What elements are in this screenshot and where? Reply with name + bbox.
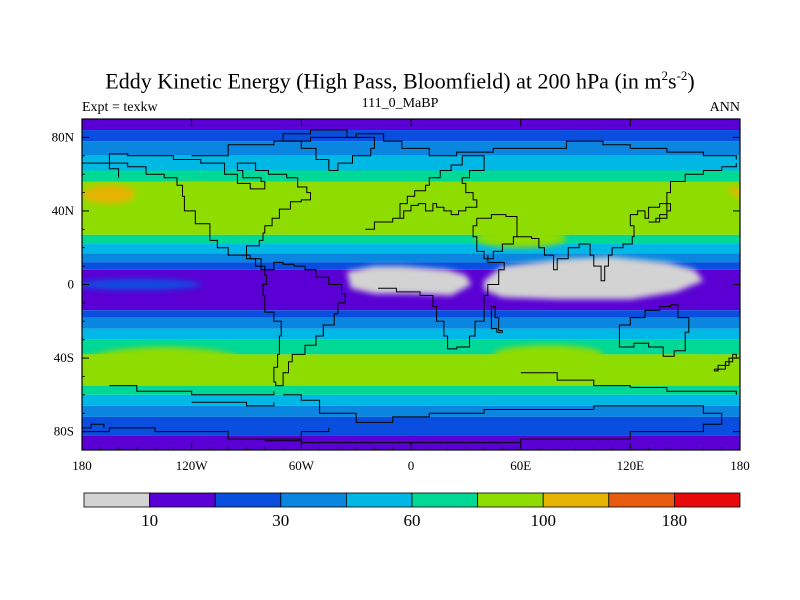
colorbar-box-1 bbox=[149, 492, 216, 508]
energy-band-11 bbox=[82, 310, 740, 318]
coastline-1 bbox=[82, 162, 266, 270]
coastline-19 bbox=[378, 255, 505, 350]
coastline-5 bbox=[472, 214, 518, 260]
experiment-label: Expt = texkw bbox=[82, 100, 158, 115]
x-tick-label-4: 60E bbox=[510, 458, 531, 473]
energy-band-19 bbox=[82, 416, 740, 436]
y-tick-label-3: 40S bbox=[54, 350, 74, 365]
coastline-0 bbox=[191, 133, 737, 160]
coastlines bbox=[82, 129, 737, 444]
coastline-7 bbox=[648, 203, 671, 223]
colorbar-label-4: 180 bbox=[662, 511, 688, 530]
y-tick-label-4: 80S bbox=[54, 424, 74, 439]
coastline-15 bbox=[264, 427, 330, 442]
energy-band-18 bbox=[82, 405, 740, 417]
x-tick-label-2: 60W bbox=[289, 458, 315, 473]
energy-anomaly-6 bbox=[493, 345, 603, 364]
energy-band-9 bbox=[82, 262, 740, 270]
missing-region-indo-pacific bbox=[484, 256, 704, 300]
coastline-12 bbox=[109, 385, 275, 396]
coastline-10 bbox=[82, 394, 723, 444]
title-m-exponent: 2 bbox=[661, 68, 669, 83]
missing-data-regions bbox=[347, 256, 704, 300]
x-tick-label-6: 180 bbox=[730, 458, 750, 473]
energy-band-16 bbox=[82, 385, 740, 395]
coastline-6 bbox=[517, 163, 737, 282]
coastline-16 bbox=[490, 306, 503, 333]
x-tick-label-0: 180 bbox=[72, 458, 92, 473]
title-text: Eddy Kinetic Energy (High Pass, Bloomfie… bbox=[105, 68, 662, 94]
season-label: ANN bbox=[709, 100, 740, 115]
colorbar-box-3 bbox=[280, 492, 347, 508]
colorbar-box-4 bbox=[345, 492, 413, 508]
colorbar-label-1: 30 bbox=[272, 511, 289, 530]
energy-anomaly-8 bbox=[474, 229, 567, 248]
coastline-18 bbox=[282, 129, 375, 171]
energy-anomaly-4 bbox=[666, 187, 740, 217]
y-tick-label-2: 0 bbox=[68, 277, 75, 292]
colorbar: 10 30 60 100 180 bbox=[83, 492, 741, 530]
coastline-14 bbox=[191, 401, 275, 407]
energy-band-12 bbox=[82, 317, 740, 329]
coastline-2 bbox=[262, 261, 346, 387]
energy-anomaly-7 bbox=[657, 356, 713, 375]
coastline-8 bbox=[618, 304, 690, 357]
coastline-4 bbox=[392, 155, 485, 219]
chart-title: Eddy Kinetic Energy (High Pass, Bloomfie… bbox=[0, 68, 800, 94]
x-tick-label-3: 0 bbox=[408, 458, 415, 473]
energy-band-8 bbox=[82, 253, 740, 263]
y-tick-label-0: 80N bbox=[52, 129, 75, 144]
energy-anomaly-5 bbox=[82, 347, 247, 381]
title-s: s bbox=[668, 68, 677, 94]
plot-area bbox=[82, 119, 740, 450]
energy-anomaly-3 bbox=[131, 183, 260, 213]
energy-band-3 bbox=[82, 155, 740, 171]
energy-anomalies bbox=[82, 183, 740, 381]
x-axis: 180 120W 60W 0 60E 120E 180 bbox=[72, 119, 750, 473]
y-tick-label-1: 40N bbox=[52, 203, 75, 218]
colorbar-box-7 bbox=[542, 492, 610, 508]
colorbar-label-3: 100 bbox=[530, 511, 556, 530]
colorbar-label-2: 60 bbox=[404, 511, 421, 530]
coastline-3 bbox=[108, 153, 311, 271]
energy-band-7 bbox=[82, 244, 740, 254]
colorbar-box-9 bbox=[674, 492, 741, 508]
missing-region-africa bbox=[347, 266, 472, 296]
colorbar-box-6 bbox=[477, 492, 544, 508]
colorbar-box-0 bbox=[83, 492, 150, 508]
title-s-exponent: -2 bbox=[676, 68, 688, 83]
case-label: 111_0_MaBP bbox=[361, 96, 439, 111]
x-tick-label-1: 120W bbox=[176, 458, 209, 473]
coastline-11 bbox=[82, 423, 105, 429]
coastline-13 bbox=[520, 372, 737, 395]
colorbar-box-8 bbox=[608, 492, 675, 508]
colorbar-box-2 bbox=[214, 492, 282, 508]
energy-band-6 bbox=[82, 234, 740, 245]
energy-band-13 bbox=[82, 328, 740, 340]
energy-anomaly-0 bbox=[82, 185, 137, 204]
coastline-17 bbox=[365, 218, 394, 230]
energy-band-1 bbox=[82, 130, 740, 142]
x-tick-label-5: 120E bbox=[617, 458, 645, 473]
y-axis: 80N 40N 0 40S 80S bbox=[52, 129, 740, 439]
colorbar-label-0: 10 bbox=[141, 511, 158, 530]
energy-band-4 bbox=[82, 170, 740, 182]
colorbar-box-5 bbox=[411, 492, 478, 508]
energy-band-17 bbox=[82, 394, 740, 406]
energy-anomaly-2 bbox=[82, 278, 201, 291]
title-close: ) bbox=[687, 68, 695, 94]
